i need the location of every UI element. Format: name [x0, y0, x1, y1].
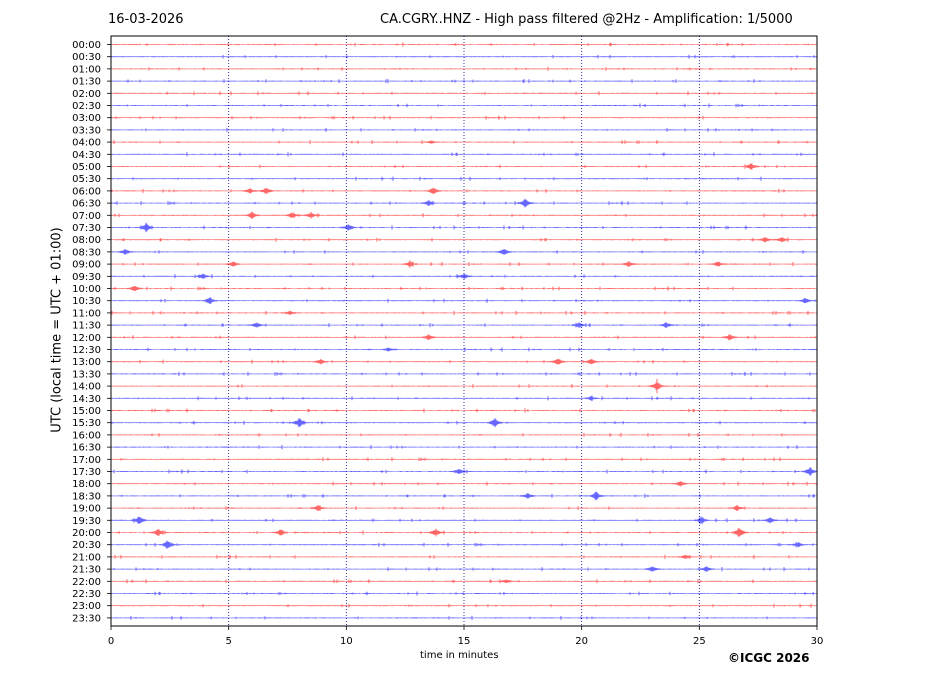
- x-tick-label: 15: [458, 636, 471, 647]
- y-tick-label: 00:00: [72, 40, 101, 51]
- y-tick-label: 22:30: [72, 589, 101, 600]
- y-tick-label: 13:30: [72, 369, 101, 380]
- y-tick-label: 05:00: [72, 162, 101, 173]
- y-tick-label: 12:30: [72, 345, 101, 356]
- trace-row-1100: [110, 310, 818, 315]
- y-tick-label: 23:00: [72, 601, 101, 612]
- y-tick-label: 15:30: [72, 418, 101, 429]
- x-tick-label: 10: [340, 636, 353, 647]
- y-tick-label: 03:00: [72, 113, 101, 124]
- x-tick-labels: 0 5 10 15 20 25 30: [108, 626, 824, 647]
- trace-row-2030: [110, 540, 818, 549]
- y-axis-label: UTC (local time = UTC + 01:00): [49, 227, 65, 433]
- y-tick-label: 04:00: [72, 138, 101, 149]
- y-tick-label: 05:30: [72, 174, 101, 185]
- x-tick-label: 25: [693, 636, 706, 647]
- y-tick-label: 14:30: [72, 394, 101, 405]
- copyright-credit: ©ICGC 2026: [728, 651, 810, 665]
- trace-row-0930: [110, 273, 818, 279]
- x-tick-label: 20: [575, 636, 588, 647]
- chart-title: CA.CGRY..HNZ - High pass filtered @2Hz -…: [380, 12, 793, 27]
- y-tick-label: 10:30: [72, 296, 101, 307]
- y-tick-label: 00:30: [72, 52, 101, 63]
- y-tick-label: 07:00: [72, 211, 101, 222]
- y-tick-label: 11:00: [72, 308, 101, 319]
- y-tick-label: 06:30: [72, 199, 101, 210]
- y-tick-label: 09:30: [72, 272, 101, 283]
- y-tick-label: 06:00: [72, 186, 101, 197]
- trace-row-1530: [110, 418, 818, 428]
- y-tick-label: 01:00: [72, 64, 101, 75]
- trace-row-1700: [110, 457, 818, 462]
- y-tick-label: 18:00: [72, 479, 101, 490]
- y-tick-label: 08:00: [72, 235, 101, 246]
- y-tick-label: 04:30: [72, 150, 101, 161]
- trace-row-2300: [110, 603, 818, 608]
- trace-row-0100: [110, 66, 818, 71]
- y-tick-label: 12:00: [72, 333, 101, 344]
- y-tick-label: 13:00: [72, 357, 101, 368]
- trace-row-0330: [110, 127, 818, 132]
- y-tick-label: 14:00: [72, 382, 101, 393]
- trace-row-2000: [110, 528, 818, 537]
- trace-row-1600: [110, 432, 818, 437]
- y-tick-label: 17:30: [72, 467, 101, 478]
- y-tick-label: 07:30: [72, 223, 101, 234]
- trace-row-0630: [110, 198, 818, 208]
- y-tick-label: 21:00: [72, 552, 101, 563]
- x-tick-label: 0: [108, 636, 114, 647]
- trace-row-0730: [110, 222, 818, 233]
- y-tick-label: 18:30: [72, 491, 101, 502]
- y-tick-label: 11:30: [72, 321, 101, 332]
- y-tick-label: 23:30: [72, 613, 101, 624]
- x-tick-label: 30: [811, 636, 824, 647]
- trace-row-1800: [110, 481, 818, 487]
- trace-row-0030: [110, 54, 818, 59]
- trace-row-0430: [110, 152, 818, 157]
- y-tick-label: 08:30: [72, 247, 101, 258]
- trace-row-0600: [110, 187, 818, 194]
- y-tick-label: 20:30: [72, 540, 101, 551]
- trace-row-1630: [110, 445, 818, 450]
- y-tick-label: 20:00: [72, 528, 101, 539]
- trace-row-1000: [110, 286, 818, 291]
- date-label: 16-03-2026: [108, 12, 184, 27]
- trace-row-0200: [110, 91, 818, 96]
- y-tick-label: 22:00: [72, 577, 101, 588]
- y-tick-label: 16:30: [72, 443, 101, 454]
- y-tick-label: 10:00: [72, 284, 101, 295]
- trace-row-0400: [110, 140, 818, 145]
- x-tick-label: 5: [225, 636, 231, 647]
- y-tick-label: 02:00: [72, 89, 101, 100]
- x-axis-label: time in minutes: [420, 650, 499, 661]
- y-tick-label: 17:00: [72, 455, 101, 466]
- y-tick-label: 16:00: [72, 430, 101, 441]
- y-tick-label: 19:00: [72, 504, 101, 515]
- trace-row-0230: [110, 103, 818, 108]
- trace-row-0700: [110, 211, 818, 219]
- y-tick-label: 02:30: [72, 101, 101, 112]
- minute-gridlines: [228, 36, 700, 626]
- trace-row-0130: [110, 79, 818, 84]
- y-tick-label: 01:30: [72, 77, 101, 88]
- y-tick-label: 21:30: [72, 565, 101, 576]
- y-tick-label: 19:30: [72, 516, 101, 527]
- trace-row-0300: [110, 115, 818, 120]
- y-tick-label: 03:30: [72, 125, 101, 136]
- y-tick-label: 09:00: [72, 260, 101, 271]
- y-tick-label: 15:00: [72, 406, 101, 417]
- trace-row-2330: [110, 615, 818, 620]
